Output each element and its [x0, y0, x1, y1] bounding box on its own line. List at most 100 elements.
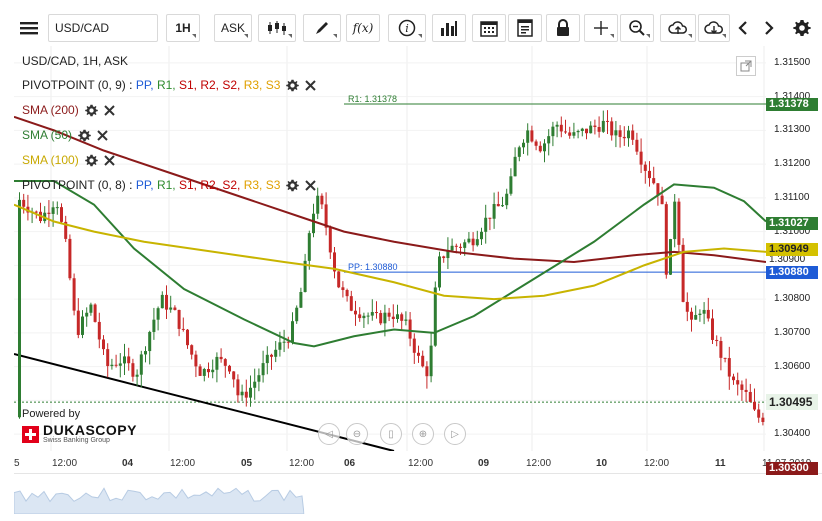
candle-body — [396, 314, 399, 320]
zoom-icon[interactable] — [620, 14, 654, 42]
gear-icon[interactable] — [286, 79, 300, 92]
candle-body — [202, 369, 206, 376]
legend-level: R3, — [243, 78, 266, 92]
candle-body — [622, 136, 626, 139]
legend-name: SMA (50) — [22, 128, 73, 142]
candle-body — [450, 245, 454, 251]
gear-icon[interactable] — [286, 179, 300, 192]
candle-body — [22, 199, 26, 207]
candle-body — [55, 207, 59, 209]
gear-icon[interactable] — [84, 154, 98, 167]
side-selector[interactable]: ASK — [214, 14, 252, 42]
candle-body — [526, 130, 530, 143]
candle-body — [219, 356, 223, 360]
toolbar: USD/CAD 1H ASK f(x) i — [0, 0, 822, 44]
candle-body — [417, 352, 420, 356]
candle-body — [589, 125, 593, 134]
candlestick-icon[interactable] — [258, 14, 296, 42]
candle-body — [139, 354, 143, 375]
candle-body — [274, 349, 278, 357]
navigator[interactable] — [13, 473, 822, 515]
dukascopy-logo[interactable]: DUKASCOPY Swiss Banking Group — [22, 423, 137, 445]
legend-actions — [78, 129, 108, 142]
bars-icon[interactable] — [432, 14, 466, 42]
legend-level: PP, — [135, 78, 157, 92]
gear-icon[interactable] — [84, 104, 98, 117]
close-icon[interactable] — [103, 155, 115, 167]
timeframe-selector[interactable]: 1H — [166, 14, 200, 42]
candle-body — [228, 365, 231, 372]
legend-name: SMA (200) — [22, 103, 79, 117]
close-icon[interactable] — [103, 105, 115, 117]
candle-body — [349, 296, 353, 311]
legend-actions — [286, 179, 317, 192]
info-icon[interactable]: i — [388, 14, 426, 42]
symbol-selector[interactable]: USD/CAD — [48, 14, 158, 42]
chevron-left-icon[interactable] — [730, 14, 756, 42]
gear-icon[interactable] — [78, 129, 91, 142]
candle-body — [47, 212, 51, 214]
candle-body — [177, 309, 181, 329]
candle-body — [643, 164, 647, 171]
candle-body — [358, 314, 362, 319]
expand-icon[interactable] — [736, 56, 756, 76]
price-tick: 1.30400 — [774, 428, 811, 440]
logo-name: DUKASCOPY — [43, 422, 137, 438]
gear-icon[interactable] — [788, 14, 816, 42]
time-tick: 12:00 — [408, 458, 434, 469]
crosshair-icon[interactable] — [584, 14, 618, 42]
candle-body — [753, 401, 756, 410]
lock-icon[interactable] — [546, 14, 580, 42]
price-tick: 1.31400 — [774, 90, 811, 102]
time-tick: 11 — [715, 458, 726, 469]
candle-body — [354, 310, 357, 315]
chevron-right-icon[interactable] — [756, 14, 782, 42]
candle-body — [480, 231, 483, 240]
legend-row[interactable]: SMA (200) — [22, 103, 115, 117]
close-icon[interactable] — [305, 80, 317, 92]
reset-zoom-icon[interactable]: ▯ — [380, 423, 402, 445]
cloud-upload-icon[interactable] — [660, 14, 696, 42]
candle-body — [719, 341, 723, 358]
zoom-in-icon[interactable]: ⊕ — [412, 423, 434, 445]
candle-body — [736, 380, 740, 385]
candle-body — [467, 238, 471, 243]
legend-row[interactable]: SMA (50) — [22, 128, 108, 142]
candle-body — [270, 354, 273, 357]
legend-level: PP, — [135, 178, 157, 192]
close-icon[interactable] — [97, 130, 108, 142]
svg-text:i: i — [405, 22, 409, 35]
zoom-out-icon[interactable]: ⊖ — [346, 423, 368, 445]
function-icon[interactable]: f(x) — [346, 14, 380, 42]
candle-body — [492, 204, 496, 219]
candle-body — [114, 364, 118, 366]
candle-body — [244, 391, 248, 398]
legend-level: S2, — [222, 178, 244, 192]
pencil-icon[interactable] — [303, 14, 341, 42]
candle-body — [341, 287, 345, 291]
legend-row[interactable]: PIVOTPOINT (0, 8) : PP, R1, S1, R2, S2, … — [22, 178, 317, 192]
calendar-icon[interactable] — [472, 14, 506, 42]
r1-label: R1: 1.31378 — [348, 94, 397, 104]
pan-right-icon[interactable]: ▷ — [444, 423, 466, 445]
price-tick: 1.30600 — [774, 360, 811, 372]
candle-body — [265, 354, 269, 364]
pan-left-icon[interactable]: ◁ — [318, 423, 340, 445]
candle-body — [194, 354, 198, 367]
candle-body — [106, 349, 110, 367]
close-icon[interactable] — [305, 180, 317, 192]
candle-body — [660, 195, 664, 205]
candle-body — [85, 312, 89, 317]
time-tick: 05 — [241, 458, 253, 469]
candle-body — [698, 313, 702, 315]
candle-body — [198, 366, 202, 376]
candle-body — [160, 294, 164, 309]
cloud-download-icon[interactable] — [698, 14, 730, 42]
legend-row[interactable]: PIVOTPOINT (0, 9) : PP, R1, S1, R2, S2, … — [22, 78, 317, 92]
legend-row[interactable]: SMA (100) — [22, 153, 115, 167]
legend-level: R1, — [156, 178, 179, 192]
hamburger-icon[interactable] — [14, 14, 44, 42]
sheet-icon[interactable] — [508, 14, 542, 42]
candle-body — [513, 156, 517, 177]
